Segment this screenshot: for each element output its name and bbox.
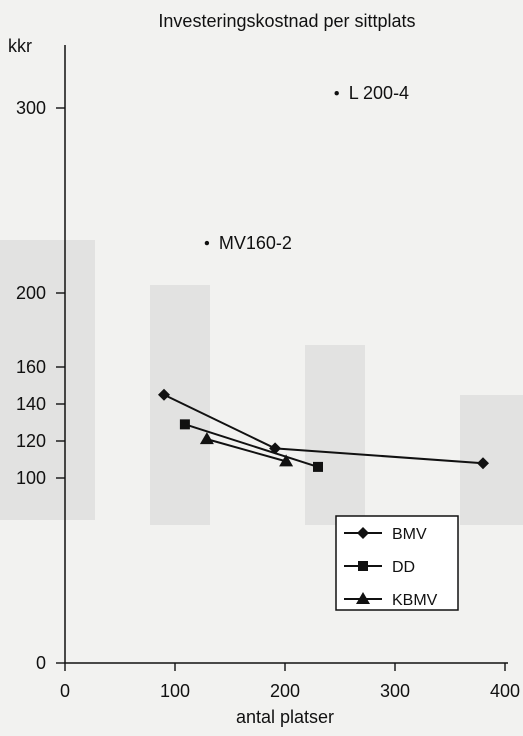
y-axis-ticks: 0 100 120 140 160 200 300 xyxy=(16,98,65,673)
y-axis-unit-label: kkr xyxy=(8,36,32,56)
legend-marker-dd xyxy=(358,561,368,571)
y-tick-label: 120 xyxy=(16,431,46,451)
legend-item-bmv: BMV xyxy=(344,526,427,543)
series-dd xyxy=(179,419,323,472)
x-tick-label: 200 xyxy=(270,681,300,701)
legend-label-kbmv: KBMV xyxy=(392,592,438,609)
series-kbmv xyxy=(199,432,294,467)
background-shade-block xyxy=(0,240,95,520)
data-point-kbmv xyxy=(279,454,294,467)
background-shade-block xyxy=(305,345,365,525)
legend-items: BMV DD KBMV xyxy=(344,526,438,609)
data-point-bmv xyxy=(158,388,170,401)
legend: BMV DD KBMV xyxy=(335,515,459,611)
annotation-point xyxy=(204,240,210,246)
annotations-layer: L 200-4 MV160-2 xyxy=(204,83,409,253)
data-point-kbmv xyxy=(199,432,214,445)
legend-marker-bmv xyxy=(357,527,369,539)
x-tick-label: 300 xyxy=(380,681,410,701)
x-axis-ticks: 0 100 200 300 400 xyxy=(60,663,520,701)
data-point-bmv xyxy=(477,457,489,470)
y-tick-label: 300 xyxy=(16,98,46,118)
y-tick-label: 0 xyxy=(36,653,46,673)
series-line-dd xyxy=(184,423,319,468)
legend-marker-kbmv xyxy=(356,592,370,604)
x-axis-label: antal platser xyxy=(236,707,334,727)
x-tick-label: 400 xyxy=(490,681,520,701)
annotation-point xyxy=(334,91,339,96)
legend-item-dd: DD xyxy=(344,559,415,576)
legend-box xyxy=(335,515,459,611)
x-tick-label: 100 xyxy=(160,681,190,701)
data-point-dd xyxy=(313,461,323,472)
background-layer xyxy=(0,240,523,525)
background-shade-block xyxy=(460,395,523,525)
series-bmv xyxy=(158,388,489,470)
chart-title: Investeringskostnad per sittplats xyxy=(158,11,415,31)
y-tick-label: 100 xyxy=(16,468,46,488)
y-tick-label: 200 xyxy=(16,283,46,303)
legend-label-dd: DD xyxy=(392,559,415,576)
y-tick-label: 140 xyxy=(16,394,46,414)
legend-label-bmv: BMV xyxy=(392,526,427,543)
data-point-dd xyxy=(179,419,190,430)
annotation-label: L 200-4 xyxy=(349,83,409,103)
series-line-kbmv xyxy=(206,438,287,463)
series-layer xyxy=(158,388,489,472)
legend-item-kbmv: KBMV xyxy=(344,592,438,609)
x-tick-label: 0 xyxy=(60,681,70,701)
background-shade-block xyxy=(150,285,210,525)
y-tick-label: 160 xyxy=(16,357,46,377)
annotation-label: MV160-2 xyxy=(219,233,292,253)
